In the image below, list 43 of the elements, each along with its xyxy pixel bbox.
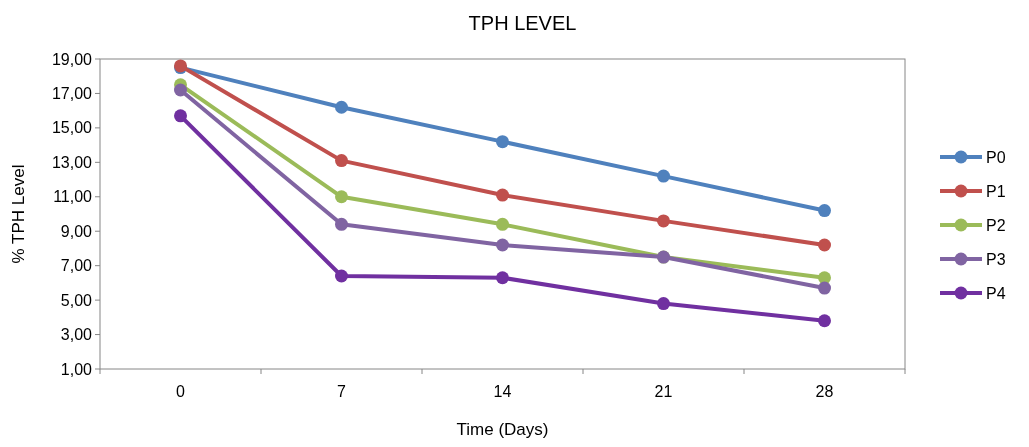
point <box>335 100 348 114</box>
x-tick-label: 14 <box>493 382 512 400</box>
point <box>657 214 670 228</box>
chart-title: TPH LEVEL <box>468 12 577 34</box>
y-tick-label: 13,00 <box>51 153 93 171</box>
point <box>335 217 348 231</box>
point <box>657 297 670 311</box>
point <box>657 169 670 183</box>
x-axis-title: Time (Days) <box>456 420 549 439</box>
point <box>174 109 187 123</box>
y-tick-label: 17,00 <box>51 85 93 103</box>
point <box>496 135 509 149</box>
point <box>818 314 831 328</box>
y-tick-label: 9,00 <box>60 222 93 240</box>
point <box>818 238 831 252</box>
y-tick-label: 7,00 <box>60 257 93 275</box>
point <box>496 271 509 285</box>
legend-label: P4 <box>986 284 1006 302</box>
y-tick-label: 1,00 <box>60 360 93 378</box>
legend-label: P0 <box>986 148 1006 166</box>
legend-label: P1 <box>986 182 1006 200</box>
x-tick-label: 21 <box>654 382 673 400</box>
point <box>496 217 509 231</box>
legend-label: P2 <box>986 216 1006 234</box>
point <box>335 269 348 283</box>
point <box>496 238 509 252</box>
x-tick-label: 7 <box>337 382 347 400</box>
x-tick-label: 0 <box>176 382 186 400</box>
y-tick-label: 11,00 <box>53 188 93 206</box>
legend-label: P3 <box>986 250 1006 268</box>
point <box>818 281 831 295</box>
point <box>818 204 831 218</box>
point <box>174 83 187 97</box>
point <box>496 188 509 202</box>
point <box>335 154 348 168</box>
y-tick-label: 15,00 <box>51 119 93 137</box>
y-tick-label: 19,00 <box>51 50 93 68</box>
y-axis-title: % TPH Level <box>9 164 28 264</box>
point <box>335 190 348 204</box>
x-tick-label: 28 <box>815 382 834 400</box>
y-tick-label: 5,00 <box>60 291 93 309</box>
point <box>818 271 831 285</box>
y-tick-label: 3,00 <box>60 326 93 344</box>
